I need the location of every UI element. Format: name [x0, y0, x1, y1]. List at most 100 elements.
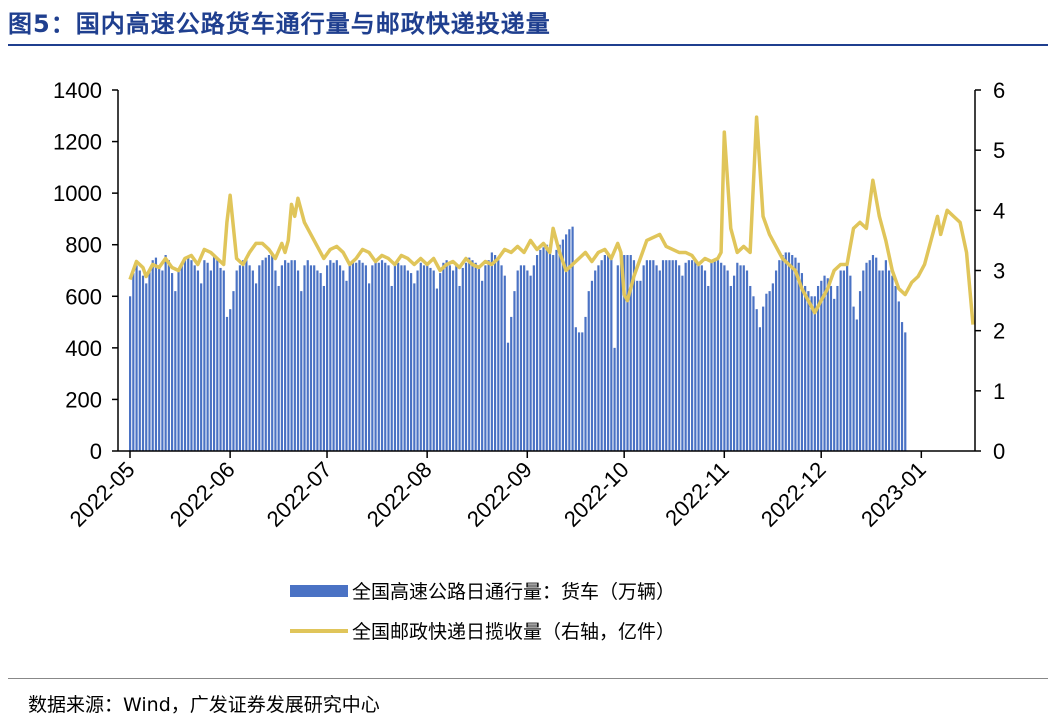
bar [868, 260, 871, 451]
bar [897, 301, 900, 451]
bar [164, 255, 167, 451]
bar [445, 260, 448, 451]
bar [484, 265, 487, 451]
bar [810, 296, 813, 451]
y-left-tick-label: 1400 [53, 78, 102, 103]
bar [319, 273, 322, 451]
bar [183, 260, 187, 451]
bar [697, 262, 700, 451]
bar [797, 262, 800, 451]
bar [884, 260, 887, 451]
bar [422, 265, 426, 451]
bar [187, 257, 190, 451]
bar [888, 270, 891, 451]
bar [442, 262, 445, 451]
bar [871, 255, 875, 451]
legend-label-line: 全国邮政快递日揽收量（右轴，亿件） [352, 621, 675, 643]
bar [519, 265, 523, 451]
bar [254, 283, 258, 451]
bar [729, 285, 732, 451]
bar [616, 265, 619, 451]
bar [497, 260, 500, 451]
bar [468, 257, 471, 451]
bar [196, 270, 200, 451]
bar [762, 306, 765, 451]
y-right-tick-label: 4 [993, 198, 1005, 223]
y-left-tick-label: 600 [65, 284, 102, 309]
y-left-tick-label: 0 [90, 439, 102, 464]
bar [451, 270, 455, 451]
bar [865, 262, 868, 451]
bar [258, 265, 261, 451]
bar [132, 273, 135, 451]
bar [426, 265, 429, 451]
bar [212, 255, 216, 451]
bar [135, 265, 138, 451]
bar [439, 273, 442, 451]
source-note: 数据来源：Wind，广发证券发展研究中心 [28, 694, 380, 716]
x-tick-label: 2022-07 [262, 457, 337, 532]
bar [493, 255, 497, 451]
bar [577, 332, 581, 451]
y-right-tick-label: 1 [993, 379, 1005, 404]
chart-svg: 0 200 400 600 800 1000 1200 1400 0 1 2 3 4 5 6 2022-05 2… [53, 78, 1005, 643]
x-tick-label: 2022-12 [756, 457, 831, 532]
bar [655, 265, 658, 451]
line-series-group [128, 115, 975, 325]
bar [781, 255, 784, 451]
y-left-tick-label: 800 [65, 233, 102, 258]
bar [681, 275, 684, 451]
bar [371, 265, 374, 451]
bar [739, 265, 742, 451]
bar [306, 260, 309, 451]
bar [852, 306, 855, 451]
bar [358, 260, 361, 451]
bar [774, 270, 778, 451]
bar [710, 260, 713, 451]
bar [280, 265, 283, 451]
bar [335, 260, 338, 451]
bar [154, 257, 158, 451]
bar [626, 255, 629, 451]
bar [313, 265, 316, 451]
bar [823, 275, 826, 451]
bar [374, 260, 377, 451]
bar [290, 260, 293, 451]
bar [235, 270, 238, 451]
bar [332, 262, 335, 451]
bar [277, 285, 280, 451]
bar [481, 280, 484, 451]
bar [571, 226, 574, 451]
bar [678, 265, 681, 451]
bar [487, 260, 490, 451]
bar [645, 260, 648, 451]
bar [649, 260, 652, 451]
bar [203, 260, 206, 451]
y-left-tick-label: 1200 [53, 130, 102, 155]
bar [804, 285, 807, 451]
bar [190, 260, 193, 451]
bar [752, 296, 755, 451]
bar [413, 283, 416, 451]
bar [316, 270, 319, 451]
bar [862, 270, 865, 451]
bar [377, 262, 380, 451]
bar [471, 260, 474, 451]
bar [732, 275, 736, 451]
bar [193, 265, 196, 451]
bar [170, 273, 174, 451]
bar [846, 265, 849, 451]
bar [368, 283, 371, 451]
bar [219, 267, 222, 451]
bar [209, 270, 212, 451]
bar [225, 316, 229, 451]
bar [303, 265, 306, 451]
y-right-tick-label: 3 [993, 259, 1005, 284]
bar [532, 265, 535, 451]
bar [900, 322, 904, 451]
y-left-tick-label: 1000 [53, 181, 102, 206]
bar [668, 260, 671, 451]
bar [177, 270, 180, 451]
bar [639, 280, 642, 451]
bar [816, 285, 820, 451]
